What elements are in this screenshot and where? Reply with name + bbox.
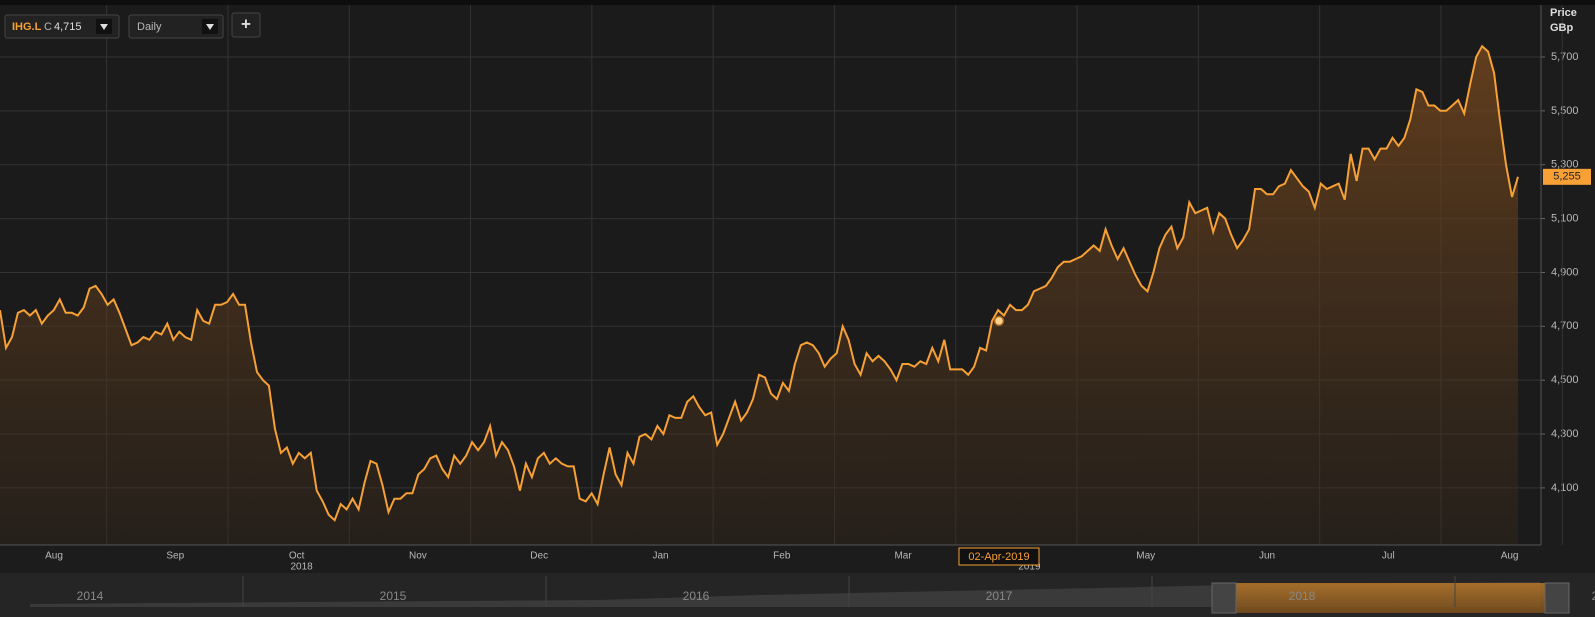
line [0, 44, 1519, 522]
crosshair-box [958, 547, 1040, 566]
crosshair-point [993, 315, 1005, 327]
y-tick-label: 4,900 [1551, 266, 1579, 278]
navigator-year: 2014 [77, 589, 104, 603]
symbol: IHG.L [12, 21, 42, 33]
symbol-box[interactable] [4, 14, 120, 39]
y-tick-label: 5,700 [1551, 51, 1579, 63]
close-value: 4,715 [54, 21, 82, 33]
x-tick-label: Aug [1501, 551, 1519, 562]
navigator-year: 2019 [1592, 589, 1595, 603]
navigator-year: 2016 [683, 589, 710, 603]
navigator-handle[interactable] [1211, 582, 1237, 614]
navigator-year: 2017 [986, 589, 1013, 603]
dropdown-arrow [100, 24, 108, 30]
x-tick-label: Aug [45, 551, 63, 562]
x-tick-label: Oct [289, 551, 305, 562]
area [0, 46, 1518, 545]
last-price-label: 5,255 [1553, 171, 1581, 183]
navigator-window[interactable] [1225, 583, 1545, 613]
navigator-year: 2018 [1289, 589, 1316, 603]
last-price-box [1543, 168, 1591, 185]
x-tick-label: May [1136, 551, 1155, 562]
x-tick-label: Feb [773, 551, 791, 562]
add-icon: + [241, 14, 251, 33]
x-year-label: 2018 [290, 562, 313, 573]
y-tick-label: 5,100 [1551, 212, 1579, 224]
axis-title: Price [1550, 7, 1577, 19]
top-bar [0, 0, 1595, 5]
y-tick-label: 5,500 [1551, 105, 1579, 117]
interval-box[interactable] [128, 14, 224, 39]
x-tick-label: Mar [894, 551, 912, 562]
x-tick-label: Sep [166, 551, 184, 562]
y-tick-label: 4,300 [1551, 428, 1579, 440]
y-tick-label: 4,100 [1551, 482, 1579, 494]
x-tick-label: Dec [530, 551, 548, 562]
y-tick-label: 4,500 [1551, 374, 1579, 386]
close-prefix: C [44, 21, 52, 33]
navigator-year: 2015 [380, 589, 407, 603]
interval: Daily [137, 21, 162, 33]
navigator-area [30, 582, 1540, 607]
add-button[interactable] [231, 12, 261, 38]
x-tick-label: Jul [1382, 551, 1395, 562]
axis-title: GBp [1550, 22, 1574, 34]
y-tick-label: 5,300 [1551, 159, 1579, 171]
y-tick-label: 4,700 [1551, 320, 1579, 332]
navigator-handle[interactable] [1544, 582, 1570, 614]
x-tick-label: Jun [1259, 551, 1275, 562]
dropdown-arrow [206, 24, 214, 30]
x-tick-label: Nov [409, 551, 427, 562]
x-tick-label: Jan [652, 551, 668, 562]
x-year-label: 2019 [1018, 562, 1041, 573]
crosshair-label: 02-Apr-2019 [968, 551, 1029, 563]
